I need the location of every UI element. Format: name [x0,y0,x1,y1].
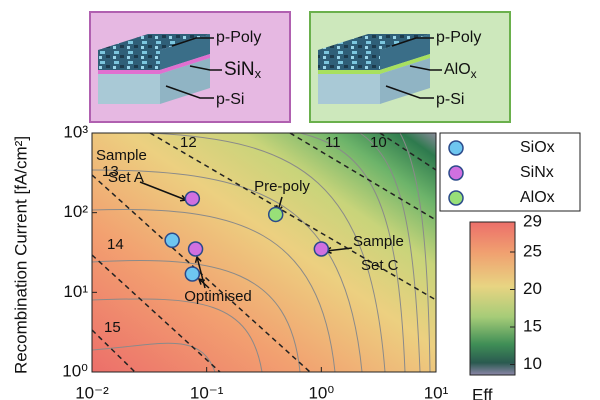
colorbar-tick-label: 29 [523,211,542,230]
colorbar-label: Eff [472,385,493,400]
iso-line [379,132,437,171]
legend-label: SiNx [520,164,554,181]
iso-line [289,132,437,221]
legend-label: AlOx [520,189,555,206]
x-tick-label: 10⁰ [308,383,334,400]
poly-side [380,34,430,70]
plot-area [92,133,436,372]
contour-line [359,132,421,373]
point [187,241,204,257]
poly-front [98,50,160,70]
point [164,232,180,249]
annotation-arrowhead [197,277,206,285]
leader [409,65,442,71]
annotation: Set C [361,257,399,274]
leader [385,85,434,99]
leader [189,65,222,71]
annotation-arrowhead [194,255,202,264]
point [184,266,201,282]
x-tick-label: 10⁻² [75,383,109,400]
contour-label: 15 [104,319,121,336]
layer-label-sub: x [471,67,477,81]
poly-top [318,34,430,50]
poly-top [98,34,210,50]
layer-label: p-Si [216,91,244,108]
contour-label: 14 [107,236,124,253]
contour-label: 10 [370,134,387,151]
y-axis-label: Recombination Current [fA/cm²] [11,136,30,374]
point [267,206,284,223]
legend-marker [448,190,464,206]
legend-marker [448,140,464,156]
contour-line [91,169,363,373]
contour-line [299,132,406,373]
annotation-arrow [198,278,210,289]
si-side [160,58,210,104]
layer-label: p-Poly [216,29,261,46]
y-tick-label: 10¹ [63,282,88,301]
si-side [380,58,430,104]
poly-side [160,34,210,70]
si-front [98,74,160,104]
annotation: Sample [96,147,147,164]
poly-front [318,50,380,70]
contour-label: 13 [102,163,119,180]
y-tick-label: 10⁰ [62,361,88,380]
contour-label: 11 [325,134,341,151]
annotation: Set A [108,169,144,186]
plot-frame [91,132,437,373]
legend-marker [448,165,464,181]
leader [171,37,214,47]
layer-label: p-Si [436,91,464,108]
leader [165,85,214,99]
colorbar-tick-label: 10 [523,354,542,373]
y-tick-label: 10³ [63,122,88,141]
contour-line [91,342,216,373]
iso-line [149,132,437,301]
annotation-arrow [139,181,187,201]
contour-line [91,260,301,373]
iso-line [91,254,221,373]
inset-sinx: p-Poly SiNx p-Si [89,11,291,123]
contour-label: 12 [180,134,197,151]
contour-line [91,208,336,373]
x-tick-label: 10¹ [424,383,449,400]
annotation-arrow [325,247,353,252]
colorbar [469,221,516,376]
y-tick-label: 10² [63,202,88,221]
si-front [318,74,380,104]
passivation-layer [318,54,430,74]
point [313,241,330,257]
contour-line [149,132,386,373]
iso-line [91,329,136,373]
annotation: Pre-poly [254,178,310,195]
colorbar-tick-label: 25 [523,241,542,260]
x-tick-label: 10⁻¹ [190,383,224,400]
contour-line [91,298,263,373]
colorbar-tick-label: 15 [523,316,542,335]
colorbar-tick-label: 20 [523,279,542,298]
contour-line [399,132,431,373]
leader [391,37,434,47]
layer-label: p-Poly [436,29,481,46]
inset-alox: p-Poly AlOx p-Si [309,11,511,123]
layer-label: AlOx [444,61,477,81]
annotation: Sample [353,233,404,250]
layer-label-main: SiN [224,59,255,80]
legend-label: SiOx [520,139,555,156]
point [184,190,201,207]
layer-label-sub: x [255,66,262,81]
passivation-layer [98,54,210,74]
layer-label-main: AlO [444,61,471,78]
annotation: Optimised [184,288,252,305]
layer-label: SiNx [224,59,262,81]
contours [91,132,431,373]
